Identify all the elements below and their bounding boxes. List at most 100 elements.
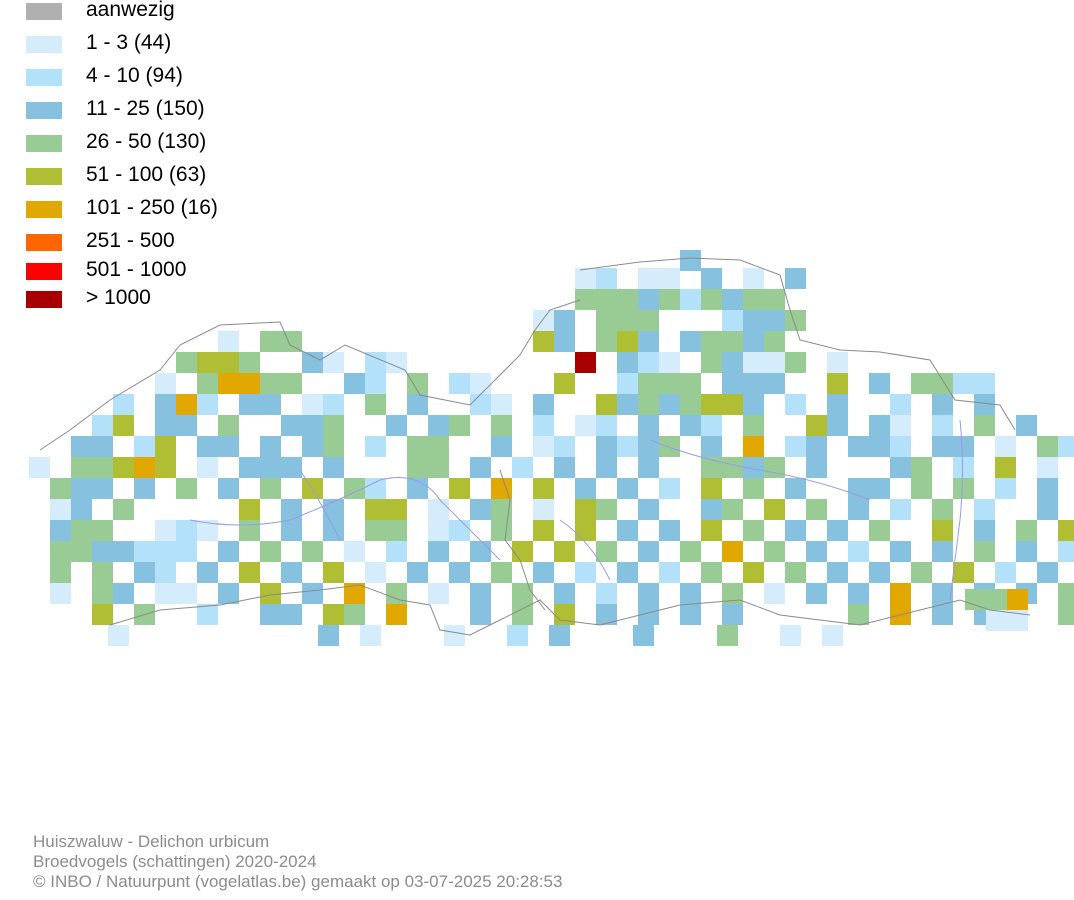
grid-cell (449, 415, 470, 436)
grid-cell (722, 541, 743, 562)
grid-cell (986, 610, 1007, 631)
grid-cell (50, 541, 71, 562)
grid-cell (932, 499, 953, 520)
grid-cell (155, 541, 176, 562)
grid-cell (932, 415, 953, 436)
grid-cell (92, 415, 113, 436)
grid-cell (722, 583, 743, 604)
grid-cell (533, 394, 554, 415)
grid-cell (239, 394, 260, 415)
legend-label: 26 - 50 (130) (86, 130, 207, 153)
grid-cell (638, 268, 659, 289)
legend-swatch (26, 102, 62, 119)
grid-cell (848, 436, 869, 457)
grid-cell (197, 394, 218, 415)
legend-swatch (26, 201, 62, 218)
grid-cell (722, 331, 743, 352)
grid-cell (50, 520, 71, 541)
grid-cell (575, 562, 596, 583)
grid-cell (743, 268, 764, 289)
grid-cell (575, 478, 596, 499)
grid-cell (512, 583, 533, 604)
grid-cell (281, 499, 302, 520)
grid-cell (1058, 520, 1074, 541)
grid-cell (764, 583, 785, 604)
grid-cell (218, 541, 239, 562)
grid-cell (218, 352, 239, 373)
grid-cell (176, 541, 197, 562)
grid-cell (323, 436, 344, 457)
grid-cell (1016, 520, 1037, 541)
grid-cell (986, 589, 1007, 610)
grid-cell (71, 520, 92, 541)
grid-cell (806, 499, 827, 520)
grid-cell (533, 415, 554, 436)
grid-cell (638, 436, 659, 457)
grid-cell (386, 541, 407, 562)
grid-cell (974, 394, 995, 415)
grid-cell (302, 415, 323, 436)
grid-cell (890, 436, 911, 457)
grid-cell (344, 541, 365, 562)
grid-cell (281, 415, 302, 436)
grid-cell (848, 499, 869, 520)
grid-cell (71, 436, 92, 457)
grid-cell (197, 436, 218, 457)
grid-cell (71, 499, 92, 520)
grid-cell (92, 562, 113, 583)
grid-cell (932, 394, 953, 415)
grid-cell (911, 373, 932, 394)
grid-cell (533, 436, 554, 457)
grid-cell (491, 394, 512, 415)
grid-cell (1007, 610, 1028, 631)
grid-cell (197, 352, 218, 373)
grid-cell (218, 436, 239, 457)
grid-cell (323, 562, 344, 583)
grid-cell (1058, 436, 1074, 457)
grid-cell (155, 457, 176, 478)
grid-cell (785, 352, 806, 373)
legend-label: 51 - 100 (63) (86, 163, 207, 186)
grid-cell (701, 415, 722, 436)
grid-cell (134, 478, 155, 499)
grid-cell (701, 436, 722, 457)
grid-cell (323, 520, 344, 541)
river-dender (299, 469, 341, 541)
grid-cell (659, 478, 680, 499)
grid-cell (596, 541, 617, 562)
grid-cell (659, 436, 680, 457)
grid-cell (701, 457, 722, 478)
grid-cell (596, 394, 617, 415)
grid-cell (596, 436, 617, 457)
grid-cell (953, 562, 974, 583)
grid-cell (113, 541, 134, 562)
grid-cell (743, 478, 764, 499)
grid-cell (827, 352, 848, 373)
grid-cell (512, 604, 533, 625)
grid-cell (470, 394, 491, 415)
grid-cell (71, 457, 92, 478)
grid-cell (444, 625, 465, 646)
grid-cell (218, 478, 239, 499)
copyright-text: © INBO / Natuurpunt (vogelatlas.be) gema… (33, 872, 563, 891)
grid-cell (113, 394, 134, 415)
grid-cell (344, 373, 365, 394)
grid-cell (743, 310, 764, 331)
grid-cell (92, 478, 113, 499)
grid-cell (197, 457, 218, 478)
grid-cell (722, 604, 743, 625)
grid-cell (822, 625, 843, 646)
grid-cell (848, 541, 869, 562)
grid-cell (470, 604, 491, 625)
grid-cell (365, 562, 386, 583)
grid-cell (554, 373, 575, 394)
grid-cell (134, 436, 155, 457)
grid-cell (932, 604, 953, 625)
grid-cell (318, 625, 339, 646)
grid-cell (722, 394, 743, 415)
grid-cell (260, 394, 281, 415)
grid-cell (932, 583, 953, 604)
northern-border-east (579, 257, 1016, 431)
region-borders (39, 257, 1031, 636)
grid-cell (701, 289, 722, 310)
